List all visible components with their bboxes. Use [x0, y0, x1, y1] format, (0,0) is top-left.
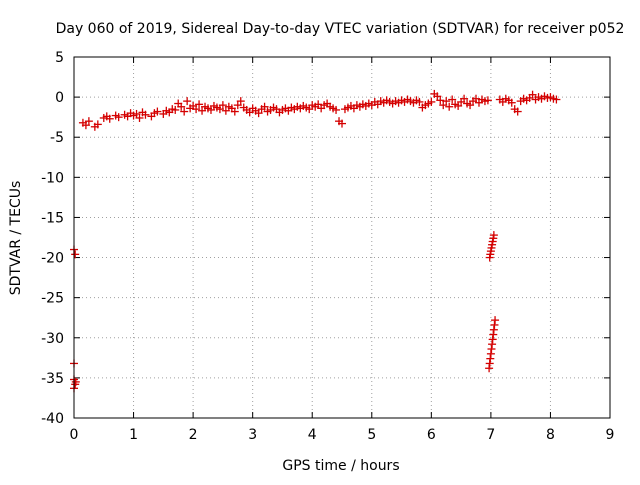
data-point: [491, 316, 500, 325]
data-point: [183, 97, 192, 106]
data-point: [433, 92, 442, 101]
data-point: [466, 101, 475, 110]
data-point: [332, 105, 341, 114]
data-point: [218, 101, 227, 110]
data-point: [245, 108, 254, 117]
data-point: [71, 250, 80, 259]
x-tick-label: 7: [486, 427, 495, 443]
data-point: [171, 105, 180, 114]
data-point: [314, 100, 323, 109]
data-point: [460, 94, 469, 103]
plot-frame: [73, 56, 611, 419]
data-point: [489, 231, 498, 240]
data-point: [552, 95, 561, 104]
y-tick-label: -10: [41, 170, 64, 186]
data-point: [180, 107, 189, 116]
data-point: [221, 106, 230, 115]
data-point: [177, 102, 186, 111]
x-axis-label: GPS time / hours: [282, 458, 399, 474]
y-tick-label: 5: [55, 50, 64, 66]
data-point: [135, 113, 144, 122]
y-tick-label: -5: [50, 130, 64, 146]
data-point: [448, 95, 457, 104]
data-point: [230, 107, 239, 116]
y-tick-label: -15: [41, 210, 64, 226]
data-point: [153, 107, 162, 116]
data-point: [483, 96, 492, 105]
x-tick-label: 3: [248, 427, 257, 443]
data-point: [195, 100, 204, 109]
data-point: [454, 101, 463, 110]
series-group: [485, 231, 500, 373]
data-point: [132, 109, 141, 118]
data-point: [105, 114, 114, 123]
data-point: [260, 102, 269, 111]
data-point: [436, 96, 445, 105]
data-point: [445, 102, 454, 111]
y-tick-label: -25: [41, 291, 64, 307]
data-point: [84, 117, 93, 126]
x-tick-label: 1: [129, 427, 138, 443]
data-point: [254, 109, 263, 118]
y-axis-label: SDTVAR / TECUs: [8, 181, 24, 296]
data-point: [206, 105, 215, 114]
data-point: [513, 107, 522, 116]
data-point: [236, 97, 245, 106]
axis-ticks: 0 1 2 3 4 5 6 7 8 9 5 0 -5 -10 -15 -20 -25 -30 -35 -40: [41, 50, 614, 443]
data-point: [528, 90, 537, 99]
data-point: [114, 113, 123, 122]
data-point: [507, 98, 516, 107]
data-point: [305, 105, 314, 114]
data-point: [442, 97, 451, 106]
data-point: [192, 105, 201, 114]
x-tick-label: 5: [367, 427, 376, 443]
y-tick-label: -40: [41, 411, 64, 427]
x-tick-label: 9: [606, 427, 615, 443]
x-tick-label: 0: [70, 427, 79, 443]
y-tick-label: 0: [55, 90, 64, 106]
y-tick-label: -30: [41, 331, 64, 347]
data-point: [198, 106, 207, 115]
x-tick-label: 6: [427, 427, 436, 443]
x-tick-label: 2: [189, 427, 198, 443]
grid: [74, 57, 610, 418]
x-tick-label: 8: [546, 427, 555, 443]
data-point: [81, 121, 90, 130]
y-tick-label: -35: [41, 371, 64, 387]
series-group: [78, 89, 561, 131]
data-point: [233, 101, 242, 110]
data-point: [472, 94, 480, 103]
data-point: [215, 105, 224, 114]
chart-title: Day 060 of 2019, Sidereal Day-to-day VTE…: [56, 21, 625, 37]
data-points: [70, 89, 561, 393]
data-point: [439, 101, 448, 110]
data-point: [338, 119, 346, 128]
data-point: [427, 97, 436, 106]
x-tick-label: 4: [308, 427, 317, 443]
data-point: [71, 377, 80, 386]
data-point: [93, 120, 102, 129]
series-group: [70, 245, 80, 393]
y-tick-label: -20: [41, 251, 64, 267]
data-point: [141, 110, 150, 119]
data-point: [415, 97, 424, 106]
